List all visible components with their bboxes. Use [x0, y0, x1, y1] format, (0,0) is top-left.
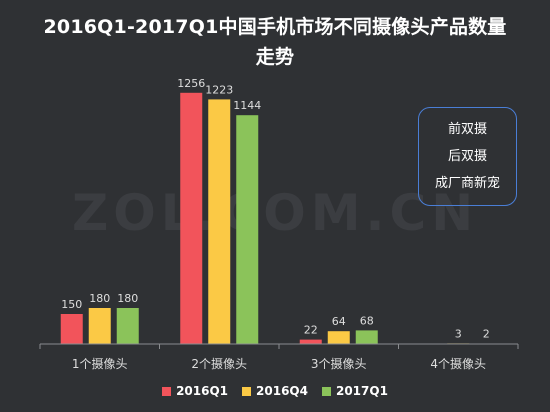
annotation-line-3: 成厂商新宠	[434, 176, 500, 191]
legend-swatch	[162, 386, 172, 396]
value-label: 2	[483, 328, 490, 341]
legend-item-2016Q4: 2016Q4	[242, 384, 308, 398]
annotation-line-1: 前双摄	[447, 122, 487, 137]
legend-swatch	[242, 386, 252, 396]
legend-swatch	[321, 386, 331, 396]
annotation-line-2: 后双摄	[447, 149, 487, 164]
bar-2016Q4-3	[327, 331, 350, 344]
bar-2017Q1-3	[355, 330, 378, 344]
value-label: 22	[304, 324, 318, 337]
legend: 2016Q1 2016Q4 2017Q1	[0, 384, 550, 398]
value-label: 1144	[233, 99, 261, 112]
chart-title-line-2: 走势	[255, 46, 295, 68]
category-label: 4个摄像头	[430, 356, 486, 371]
chart-title-line-1: 2016Q1-2017Q1中国手机市场不同摄像头产品数量	[43, 16, 507, 38]
value-label: 3	[455, 327, 462, 340]
value-label: 180	[89, 292, 110, 305]
legend-item-2017Q1: 2017Q1	[321, 384, 388, 398]
bar-2016Q1-1	[60, 314, 83, 344]
bar-2017Q1-2	[236, 115, 259, 344]
chart-title: 2016Q1-2017Q1中国手机市场不同摄像头产品数量 走势	[0, 12, 550, 72]
value-label: 64	[332, 315, 346, 328]
value-label: 1256	[177, 77, 205, 90]
watermark: ZOL.COM.CN	[72, 184, 478, 242]
category-label: 3个摄像头	[311, 356, 367, 371]
value-label: 150	[61, 298, 82, 311]
bar-2017Q1-1	[116, 308, 139, 344]
bars-group	[60, 92, 498, 345]
value-label: 180	[117, 292, 138, 305]
bar-2016Q1-3	[299, 339, 322, 344]
legend-label: 2016Q4	[256, 384, 308, 398]
category-label: 1个摄像头	[72, 356, 128, 371]
x-axis-ticks	[39, 344, 519, 349]
bar-2016Q4-1	[88, 308, 111, 344]
bar-2016Q4-2	[208, 99, 231, 345]
annotation-box: 前双摄 后双摄 成厂商新宠	[418, 107, 517, 206]
legend-item-2016Q1: 2016Q1	[162, 384, 228, 398]
legend-label: 2017Q1	[335, 384, 388, 398]
category-label: 2个摄像头	[191, 356, 247, 371]
value-label: 1223	[205, 83, 233, 96]
value-label: 68	[360, 314, 374, 327]
legend-label: 2016Q1	[176, 384, 229, 398]
bar-2016Q1-2	[180, 92, 203, 344]
category-labels-group: 1个摄像头 2个摄像头 3个摄像头 4个摄像头	[72, 356, 486, 371]
